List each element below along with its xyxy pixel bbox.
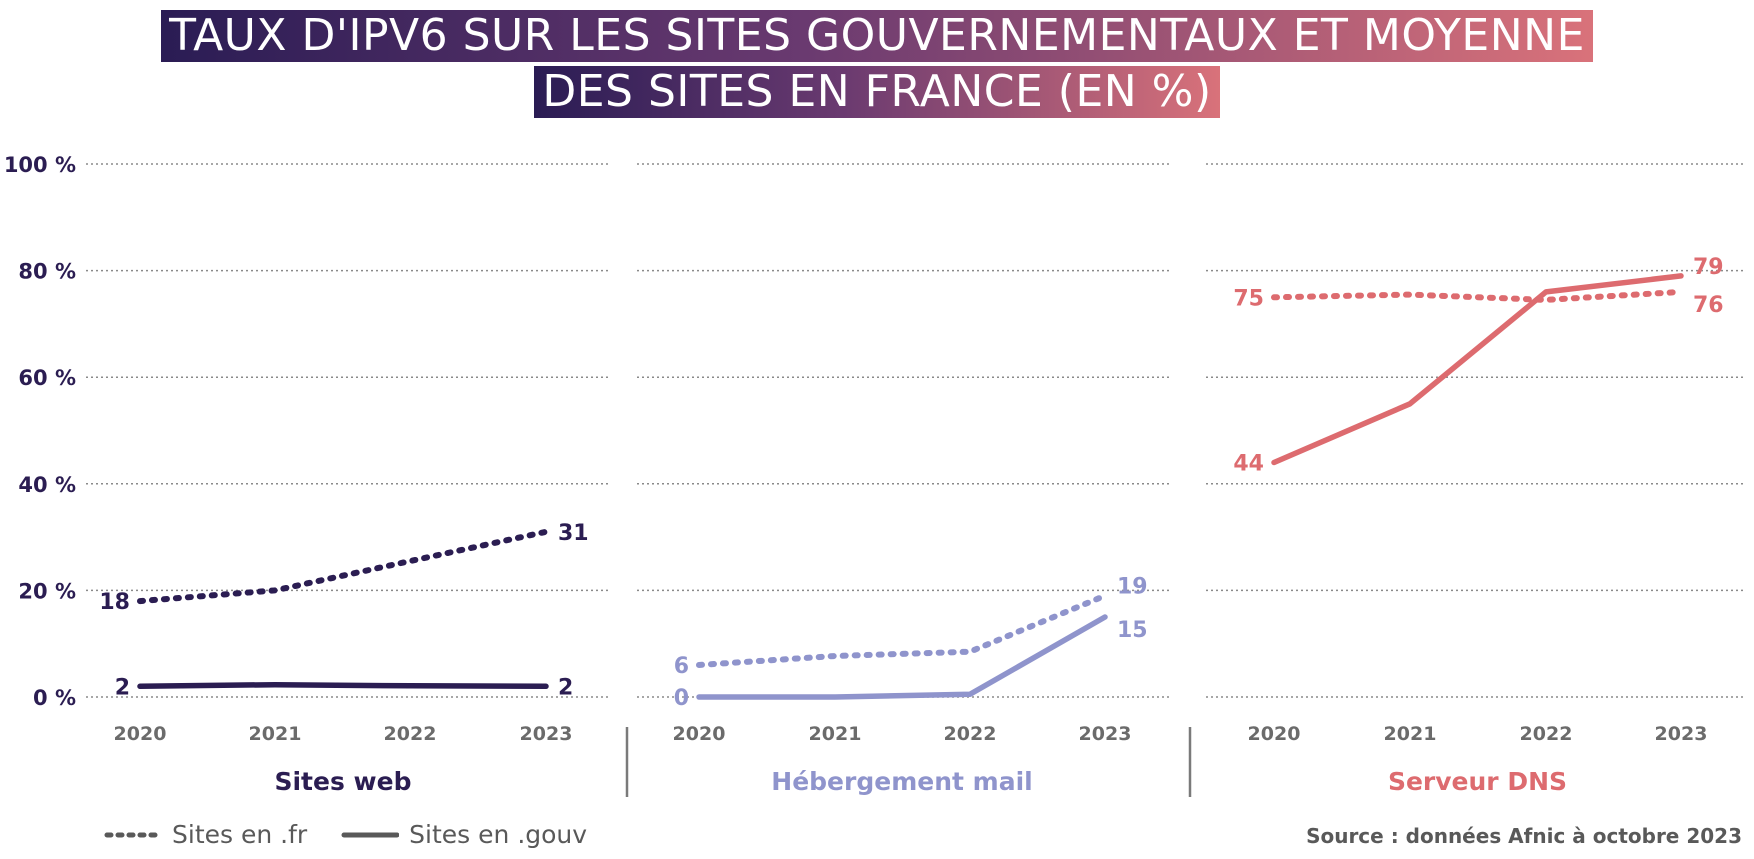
- series-line-gouv: [696, 614, 1108, 700]
- data-label: 75: [1233, 286, 1264, 311]
- legend-label-fr: Sites en .fr: [172, 820, 308, 849]
- data-label: 19: [1117, 575, 1148, 600]
- legend-label-gouv: Sites en .gouv: [409, 820, 588, 849]
- x-tick-label: 2021: [1384, 723, 1437, 745]
- x-tick-label: 2023: [1655, 723, 1708, 745]
- data-label: 0: [674, 686, 689, 711]
- y-tick-label: 20 %: [18, 579, 76, 603]
- chart-title-line-1: TAUX D'IPV6 SUR LES SITES GOUVERNEMENTAU…: [0, 10, 1754, 62]
- chart-title-text-1: TAUX D'IPV6 SUR LES SITES GOUVERNEMENTAU…: [161, 10, 1593, 62]
- x-tick-label: 2020: [1248, 723, 1301, 745]
- chart-title-line-2: DES SITES EN FRANCE (EN %): [0, 66, 1754, 118]
- series-line-gouv: [137, 681, 549, 690]
- x-tick-label: 2023: [1079, 723, 1132, 745]
- x-tick-label: 2021: [809, 723, 862, 745]
- series-line-fr: [137, 528, 549, 605]
- y-tick-label: 80 %: [18, 260, 76, 284]
- line-chart: 0 %20 %40 %60 %80 %100 %2020 2021 2022 2023…: [4, 153, 1744, 797]
- legend-item-gouv: Sites en .gouv: [341, 820, 587, 849]
- x-tick-label: 2022: [944, 723, 997, 745]
- series-line-gouv: [1271, 273, 1684, 466]
- series-line-fr: [696, 592, 1108, 668]
- legend: Sites en .fr Sites en .gouv: [104, 820, 609, 849]
- data-label: 31: [558, 521, 589, 546]
- panel-label: Hébergement mail: [771, 767, 1032, 796]
- panel-label: Serveur DNS: [1388, 767, 1567, 796]
- panel-label: Sites web: [274, 767, 411, 796]
- data-label: 2: [115, 675, 130, 700]
- series-line-fr: [1271, 288, 1684, 303]
- y-tick-label: 100 %: [4, 153, 76, 177]
- data-label: 79: [1693, 255, 1724, 280]
- data-label: 76: [1693, 293, 1724, 318]
- x-tick-label: 2020: [673, 723, 726, 745]
- data-label: 6: [674, 654, 689, 679]
- y-tick-label: 40 %: [18, 473, 76, 497]
- data-label: 2: [558, 675, 573, 700]
- x-tick-label: 2023: [520, 723, 573, 745]
- chart-title-text-2: DES SITES EN FRANCE (EN %): [534, 66, 1220, 118]
- y-tick-label: 60 %: [18, 366, 76, 390]
- x-tick-label: 2022: [384, 723, 437, 745]
- solid-line-swatch: [341, 832, 400, 837]
- data-label: 18: [99, 590, 130, 615]
- x-tick-label: 2021: [249, 723, 302, 745]
- y-tick-label: 0 %: [33, 686, 76, 710]
- x-tick-label: 2020: [114, 723, 167, 745]
- legend-item-fr: Sites en .fr: [104, 820, 307, 849]
- data-label: 44: [1233, 451, 1264, 476]
- dotted-line-swatch: [104, 832, 162, 837]
- source-note: Source : données Afnic à octobre 2023: [1306, 824, 1742, 848]
- x-tick-label: 2022: [1520, 723, 1573, 745]
- data-label: 15: [1117, 618, 1148, 643]
